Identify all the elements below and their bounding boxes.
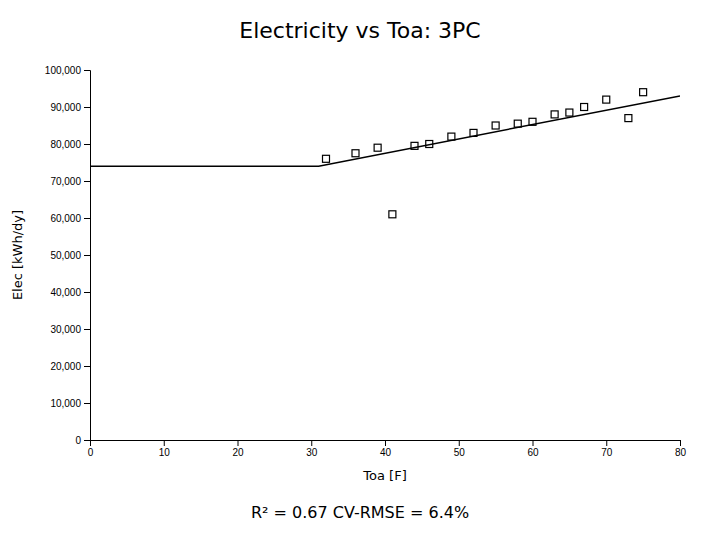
x-tick-mark bbox=[606, 440, 607, 446]
x-tick: 60 bbox=[527, 440, 539, 458]
y-tick-label: 100,000 bbox=[45, 65, 82, 76]
x-tick: 30 bbox=[306, 440, 318, 458]
x-tick: 80 bbox=[675, 440, 687, 458]
regression-line bbox=[90, 96, 680, 166]
point bbox=[323, 155, 330, 162]
x-axis-line bbox=[91, 441, 681, 447]
y-tick: 60,000 bbox=[50, 213, 90, 224]
x-tick: 70 bbox=[601, 440, 613, 458]
y-tick-label: 90,000 bbox=[50, 102, 81, 113]
y-tick: 90,000 bbox=[50, 102, 90, 113]
y-axis-title: Elec [kWh/dy] bbox=[10, 210, 25, 300]
y-tick-label: 40,000 bbox=[50, 287, 81, 298]
x-tick: 0 bbox=[88, 440, 94, 458]
point bbox=[581, 104, 588, 111]
chart: Electricity vs Toa: 3PC R² = 0.67 CV-RMSE… bbox=[0, 0, 720, 540]
y-tick-mark bbox=[84, 403, 90, 404]
x-tick-mark bbox=[680, 440, 681, 446]
x-tick: 40 bbox=[380, 440, 392, 458]
x-tick: 50 bbox=[454, 440, 466, 458]
x-tick-label: 40 bbox=[380, 447, 392, 458]
y-tick-mark bbox=[84, 144, 90, 145]
y-tick: 10,000 bbox=[50, 398, 90, 409]
y-tick-label: 30,000 bbox=[50, 324, 81, 335]
x-tick-label: 30 bbox=[306, 447, 318, 458]
x-axis-title: Toa [F] bbox=[362, 468, 406, 483]
y-tick: 0 bbox=[75, 435, 90, 446]
point bbox=[551, 111, 558, 118]
point bbox=[492, 122, 499, 129]
x-tick-label: 80 bbox=[675, 447, 687, 458]
x-tick-label: 0 bbox=[88, 447, 94, 458]
y-tick-label: 20,000 bbox=[50, 361, 81, 372]
y-tick-mark bbox=[84, 107, 90, 108]
y-tick-label: 80,000 bbox=[50, 139, 81, 150]
y-tick-label: 60,000 bbox=[50, 213, 81, 224]
point bbox=[426, 141, 433, 148]
y-tick: 20,000 bbox=[50, 361, 90, 372]
point bbox=[603, 96, 610, 103]
y-tick-mark bbox=[84, 218, 90, 219]
point bbox=[514, 120, 521, 127]
x-tick-mark bbox=[385, 440, 386, 446]
title: Electricity vs Toa: 3PC bbox=[239, 18, 480, 43]
x-tick-label: 50 bbox=[454, 447, 466, 458]
y-tick-mark bbox=[84, 255, 90, 256]
point bbox=[529, 118, 536, 125]
y-tick-label: 10,000 bbox=[50, 398, 81, 409]
point bbox=[411, 142, 418, 149]
x-tick: 20 bbox=[232, 440, 244, 458]
x-tick-mark bbox=[311, 440, 312, 446]
x-tick-mark bbox=[238, 440, 239, 446]
point bbox=[389, 211, 396, 218]
subtitle: R² = 0.67 CV-RMSE = 6.4% bbox=[251, 503, 469, 522]
y-tick-label: 70,000 bbox=[50, 176, 81, 187]
point bbox=[470, 129, 477, 136]
marks bbox=[90, 89, 680, 218]
y-tick-mark bbox=[84, 329, 90, 330]
y-tick: 30,000 bbox=[50, 324, 90, 335]
point bbox=[374, 144, 381, 151]
point bbox=[352, 150, 359, 157]
x-tick-mark bbox=[459, 440, 460, 446]
x-axis: 0 10 20 30 40 50 60 70 80 bbox=[88, 440, 687, 458]
x-tick-mark bbox=[164, 440, 165, 446]
point bbox=[448, 133, 455, 140]
y-axis-line bbox=[84, 71, 91, 441]
x-tick: 10 bbox=[159, 440, 171, 458]
y-tick-mark bbox=[84, 70, 90, 71]
y-tick: 100,000 bbox=[45, 65, 90, 76]
point bbox=[625, 115, 632, 122]
y-tick: 70,000 bbox=[50, 176, 90, 187]
y-tick: 50,000 bbox=[50, 250, 90, 261]
point bbox=[566, 109, 573, 116]
y-tick-label: 0 bbox=[75, 435, 81, 446]
y-tick-mark bbox=[84, 181, 90, 182]
y-tick-mark bbox=[84, 292, 90, 293]
y-tick-mark bbox=[84, 366, 90, 367]
x-tick-label: 10 bbox=[159, 447, 171, 458]
x-tick-label: 70 bbox=[601, 447, 613, 458]
plot: 0 10 20 30 40 50 60 70 80 0 10,000 20,000 30,000 40,0… bbox=[10, 65, 686, 483]
x-tick-mark bbox=[533, 440, 534, 446]
y-tick: 40,000 bbox=[50, 287, 90, 298]
y-tick-mark bbox=[84, 440, 90, 441]
x-tick-label: 60 bbox=[527, 447, 539, 458]
y-tick-label: 50,000 bbox=[50, 250, 81, 261]
x-tick-label: 20 bbox=[232, 447, 244, 458]
y-axis: 0 10,000 20,000 30,000 40,000 50,000 60,000 70,… bbox=[45, 65, 91, 446]
point bbox=[640, 89, 647, 96]
y-tick: 80,000 bbox=[50, 139, 90, 150]
